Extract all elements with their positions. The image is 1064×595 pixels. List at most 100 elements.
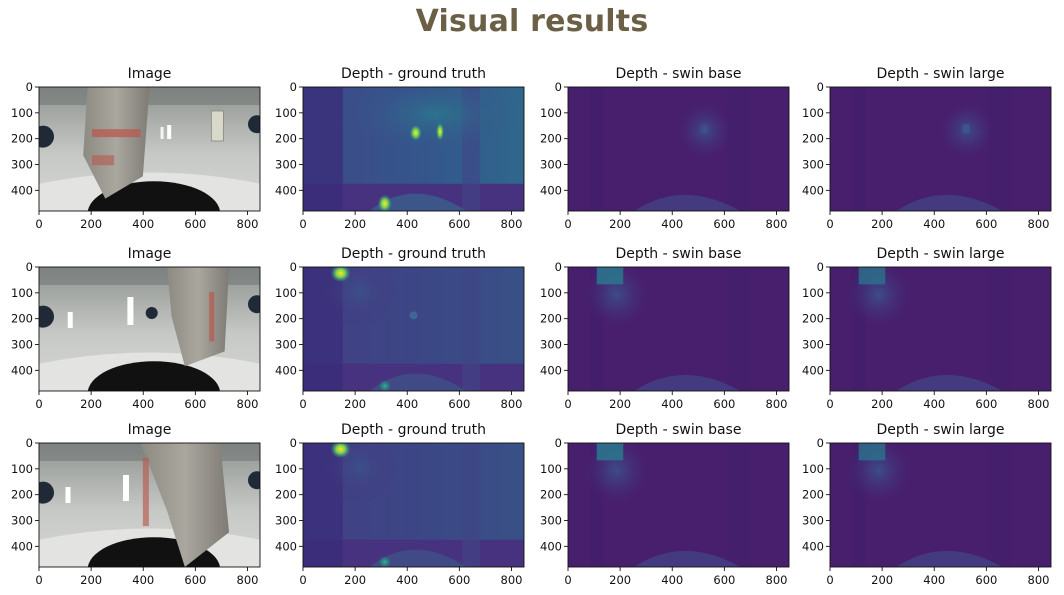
x-tick-label: 600: [713, 397, 735, 411]
panel-title: Image: [128, 422, 172, 438]
x-tick-label: 400: [132, 573, 154, 587]
y-tick-label: 100: [540, 286, 562, 300]
x-tick-label: 0: [564, 573, 571, 587]
y-tick-label: 100: [275, 106, 297, 120]
photo-image: [39, 87, 260, 211]
x-tick-label: 400: [132, 217, 154, 231]
x-tick-label: 800: [766, 397, 788, 411]
x-tick-label: 200: [609, 217, 631, 231]
panel-title: Depth - ground truth: [341, 66, 486, 82]
y-tick-label: 100: [802, 286, 824, 300]
y-tick-label: 0: [817, 260, 824, 274]
y-tick-label: 400: [275, 539, 297, 553]
x-tick-label: 200: [80, 573, 102, 587]
depth-map-image: [830, 267, 1051, 391]
y-tick-label: 400: [275, 363, 297, 377]
panel-depth-r1-c2: 0 200 400 600 800 0 100 200 300 400 Depth - ground…: [275, 66, 525, 231]
y-tick-label: 200: [540, 312, 562, 326]
x-tick-label: 800: [1028, 217, 1050, 231]
y-tick-label: 0: [290, 80, 297, 94]
y-tick-label: 0: [817, 436, 824, 450]
x-tick-label: 400: [923, 573, 945, 587]
x-tick-label: 800: [501, 573, 523, 587]
y-tick-label: 0: [555, 260, 562, 274]
panel-title: Image: [128, 66, 172, 82]
depth-map-image: [303, 267, 524, 391]
x-tick-label: 400: [661, 217, 683, 231]
photo-image: [39, 267, 260, 391]
depth-map-image: [830, 87, 1051, 211]
y-tick-label: 400: [11, 539, 33, 553]
x-tick-label: 200: [871, 217, 893, 231]
page-title: Visual results: [415, 4, 649, 39]
panel-depth-r2-c2: 0 200 400 600 800 0 100 200 300 400 Depth - ground…: [275, 246, 525, 411]
x-tick-label: 200: [609, 397, 631, 411]
x-tick-label: 600: [713, 573, 735, 587]
x-tick-label: 800: [501, 217, 523, 231]
x-tick-label: 800: [766, 573, 788, 587]
y-tick-label: 300: [802, 514, 824, 528]
x-tick-label: 0: [299, 397, 306, 411]
y-tick-label: 200: [540, 132, 562, 146]
x-tick-label: 800: [237, 573, 259, 587]
x-tick-label: 0: [299, 573, 306, 587]
y-tick-label: 300: [275, 158, 297, 172]
y-tick-label: 200: [11, 132, 33, 146]
panel-photo-r3-c1: 0 200 400 600 800 0 100 200 300 400 Image: [11, 422, 261, 587]
x-tick-label: 0: [826, 397, 833, 411]
x-tick-label: 600: [975, 573, 997, 587]
panel-title: Depth - swin base: [616, 66, 742, 82]
panel-depth-r3-c3: 0 200 400 600 800 0 100 200 300 400 Depth - swin b…: [540, 422, 790, 587]
y-tick-label: 100: [275, 286, 297, 300]
x-tick-label: 600: [184, 397, 206, 411]
x-tick-label: 0: [826, 217, 833, 231]
depth-map-image: [568, 267, 789, 391]
x-tick-label: 200: [344, 573, 366, 587]
x-tick-label: 600: [713, 217, 735, 231]
x-tick-label: 0: [35, 397, 42, 411]
y-tick-label: 400: [802, 183, 824, 197]
y-tick-label: 200: [275, 488, 297, 502]
x-tick-label: 800: [766, 217, 788, 231]
x-tick-label: 200: [80, 397, 102, 411]
y-tick-label: 200: [11, 312, 33, 326]
panel-title: Depth - ground truth: [341, 422, 486, 438]
panel-photo-r1-c1: 0 200 400 600 800 0 100 200 300 400 Image: [11, 66, 261, 231]
y-tick-label: 400: [275, 183, 297, 197]
x-tick-label: 800: [237, 217, 259, 231]
y-tick-label: 100: [11, 106, 33, 120]
x-tick-label: 800: [1028, 397, 1050, 411]
x-tick-label: 200: [609, 573, 631, 587]
y-tick-label: 0: [555, 80, 562, 94]
y-tick-label: 300: [275, 514, 297, 528]
x-tick-label: 0: [826, 573, 833, 587]
y-tick-label: 100: [275, 462, 297, 476]
panel-depth-r1-c3: 0 200 400 600 800 0 100 200 300 400 Depth - swin b…: [540, 66, 790, 231]
x-tick-label: 200: [344, 217, 366, 231]
panel-title: Depth - swin large: [876, 66, 1004, 82]
y-tick-label: 400: [540, 363, 562, 377]
y-tick-label: 100: [802, 462, 824, 476]
y-tick-label: 200: [802, 488, 824, 502]
depth-map-image: [568, 443, 789, 567]
x-tick-label: 400: [396, 397, 418, 411]
panel-depth-r1-c4: 0 200 400 600 800 0 100 200 300 400 Depth - swin l…: [802, 66, 1052, 231]
x-tick-label: 0: [564, 397, 571, 411]
depth-map-image: [830, 443, 1051, 567]
x-tick-label: 600: [184, 217, 206, 231]
y-tick-label: 0: [290, 260, 297, 274]
y-tick-label: 400: [540, 539, 562, 553]
depth-map-image: [568, 87, 789, 211]
y-tick-label: 0: [555, 436, 562, 450]
x-tick-label: 400: [923, 217, 945, 231]
y-tick-label: 200: [802, 312, 824, 326]
y-tick-label: 100: [11, 462, 33, 476]
y-tick-label: 100: [802, 106, 824, 120]
y-tick-label: 400: [802, 539, 824, 553]
y-tick-label: 300: [11, 158, 33, 172]
y-tick-label: 100: [11, 286, 33, 300]
y-tick-label: 0: [26, 80, 33, 94]
y-tick-label: 100: [540, 106, 562, 120]
panel-depth-r2-c4: 0 200 400 600 800 0 100 200 300 400 Depth - swin l…: [802, 246, 1052, 411]
